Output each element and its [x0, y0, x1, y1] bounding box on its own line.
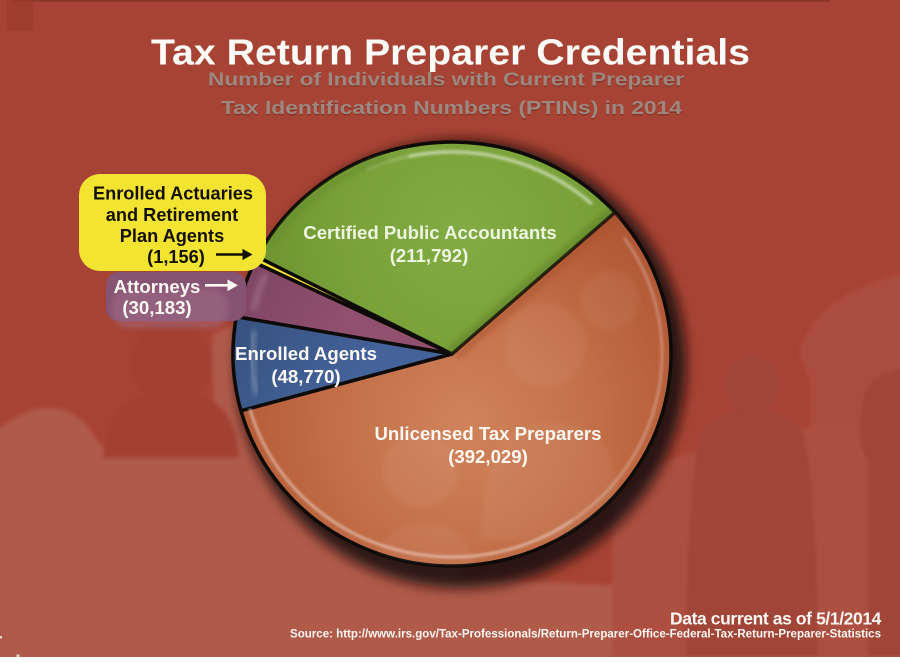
- svg-text:Enrolled Agents: Enrolled Agents: [235, 343, 377, 364]
- svg-text:Data current as of 5/1/2014: Data current as of 5/1/2014: [670, 609, 882, 629]
- svg-text:Number of Individuals with Cur: Number of Individuals with Current Prepa…: [208, 70, 684, 91]
- svg-text:(211,792): (211,792): [390, 245, 469, 266]
- svg-text:Source: http://www.irs.gov/Tax: Source: http://www.irs.gov/Tax-Professio…: [290, 627, 881, 641]
- svg-text:(1,156): (1,156): [147, 247, 205, 267]
- svg-text:(48,770): (48,770): [271, 366, 340, 387]
- svg-text:Tax Identification Numbers (PT: Tax Identification Numbers (PTINs) in 20…: [221, 98, 683, 119]
- svg-text:(30,183): (30,183): [122, 297, 191, 318]
- svg-text:Plan Agents: Plan Agents: [120, 226, 224, 246]
- svg-text:Tax Identification Numbers (PT: Tax Identification Numbers (PTINs) in 20…: [221, 97, 683, 118]
- svg-text:and Retirement: and Retirement: [106, 205, 238, 225]
- svg-text:Certified Public Accountants: Certified Public Accountants: [303, 222, 556, 243]
- svg-text:Enrolled Actuaries: Enrolled Actuaries: [93, 184, 253, 204]
- svg-text:(392,029): (392,029): [448, 446, 528, 467]
- svg-text:Number of Individuals with Cur: Number of Individuals with Current Prepa…: [208, 69, 684, 90]
- svg-text:Tax Return Preparer Credential: Tax Return Preparer Credentials: [151, 32, 750, 73]
- svg-text:Unlicensed Tax Preparers: Unlicensed Tax Preparers: [374, 423, 601, 444]
- svg-text:Attorneys: Attorneys: [114, 276, 201, 297]
